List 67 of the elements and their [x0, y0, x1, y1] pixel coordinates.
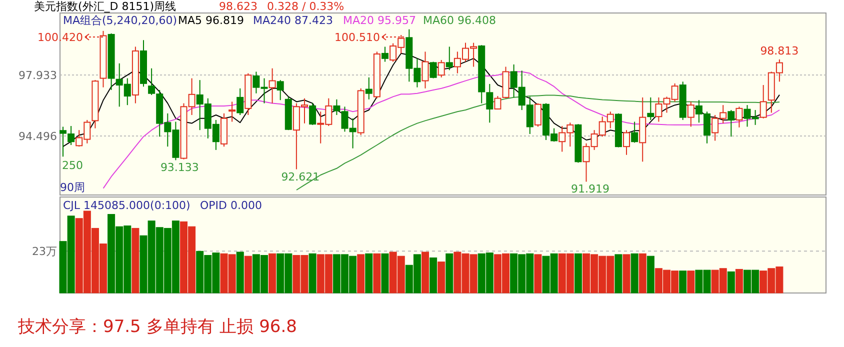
bar	[614, 254, 622, 294]
bar	[244, 256, 252, 294]
candlestick	[236, 88, 244, 116]
bar	[268, 253, 276, 294]
candlestick	[446, 46, 453, 71]
candlestick	[309, 102, 316, 126]
candlestick	[494, 96, 502, 110]
ref-line-label: 23万	[32, 245, 57, 258]
annotation: 100.510	[334, 31, 380, 44]
bar	[630, 253, 638, 294]
bar	[365, 253, 373, 294]
annotation: 93.133	[160, 161, 199, 174]
candlestick	[382, 46, 388, 62]
candlestick	[728, 110, 735, 138]
annotation: 100.420	[38, 31, 83, 44]
annotation: 250	[62, 159, 83, 172]
bar	[357, 254, 365, 294]
annotation: MA组合(5,240,20,60)	[63, 14, 178, 27]
candlestick	[438, 60, 445, 78]
text: 0.328 / 0.33%	[267, 0, 344, 13]
bar	[638, 253, 646, 294]
annotation: 91.919	[571, 182, 610, 196]
bar	[646, 256, 654, 294]
bar	[687, 270, 695, 294]
bar	[574, 253, 582, 294]
bar	[438, 262, 446, 294]
candlestick	[631, 121, 638, 144]
bar	[308, 253, 316, 294]
bar	[132, 228, 140, 294]
annotation: 92.621	[281, 170, 320, 184]
bar	[679, 270, 687, 294]
candlestick	[736, 106, 743, 128]
candlestick	[647, 96, 654, 120]
candlestick	[687, 101, 694, 128]
bar	[727, 271, 735, 294]
candlestick	[268, 68, 276, 104]
candlestick	[534, 102, 542, 128]
candlestick	[430, 61, 437, 79]
bar	[422, 252, 429, 294]
annotation: 98.813	[760, 44, 799, 58]
bar	[236, 252, 244, 294]
candlestick	[365, 76, 372, 100]
y-tick-label: 94.496	[18, 130, 57, 143]
annotation: CJL 145085.000(0:100)	[63, 199, 190, 212]
bar	[534, 254, 542, 294]
candlestick	[422, 51, 429, 89]
chart-title: 美元指数(外汇_D 8151)周线	[34, 0, 176, 13]
bar	[430, 257, 438, 294]
text: 技术分享：97.5 多单持有 止损 96.8	[17, 317, 297, 337]
text: MA20 95.957	[343, 14, 416, 27]
y-tick-label: 97.933	[18, 69, 57, 82]
candlestick	[623, 130, 630, 156]
candlestick	[228, 101, 236, 122]
text: MA5 96.819	[178, 14, 244, 27]
candlestick	[333, 98, 340, 116]
bar	[373, 253, 381, 294]
bar	[735, 268, 743, 294]
candlestick	[276, 80, 284, 101]
text: MA60 96.408	[423, 14, 496, 27]
text: 98.623	[219, 0, 258, 13]
annotation: 90周	[60, 181, 85, 194]
bar	[446, 253, 454, 294]
annotation: MA240 87.423	[253, 14, 333, 27]
bar	[622, 254, 630, 294]
annotation: OPID 0.000	[200, 199, 262, 212]
candlestick	[760, 84, 767, 119]
bar	[381, 253, 389, 294]
